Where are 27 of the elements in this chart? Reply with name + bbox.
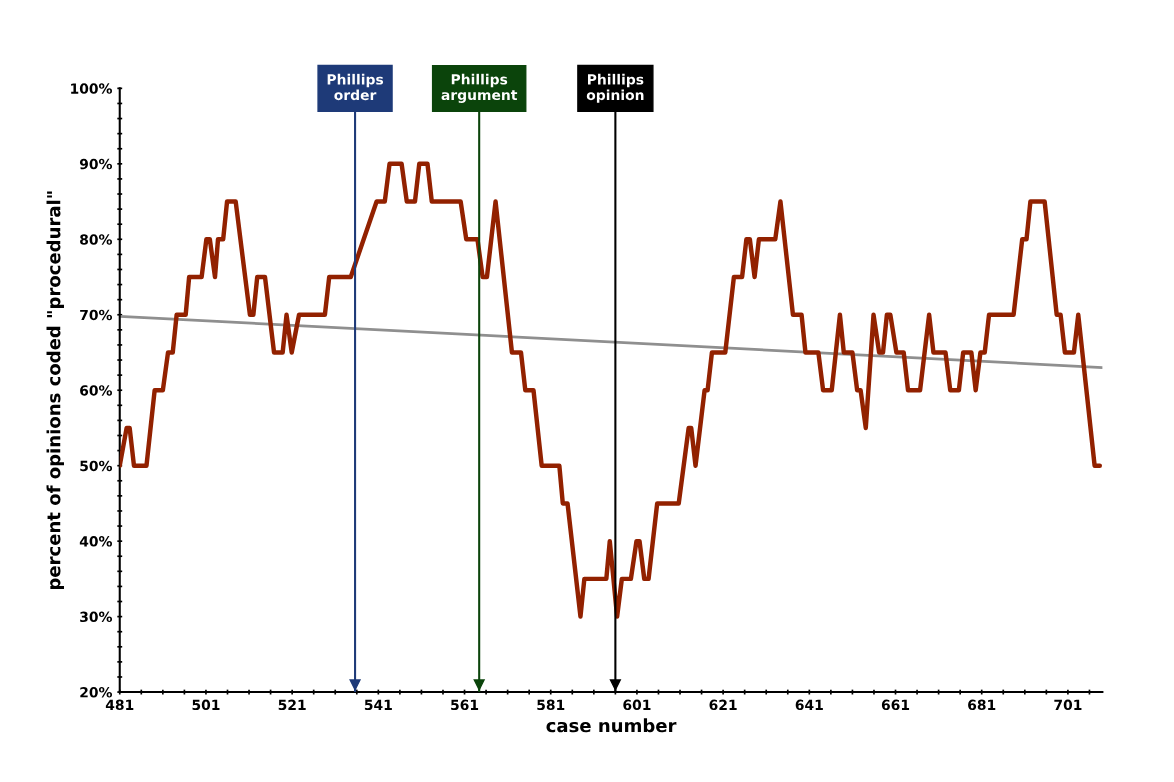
y-tick-label: 30% [80, 611, 113, 623]
y-axis-title: percent of opinions coded "procedural" [46, 191, 64, 590]
y-tick-label: 20% [80, 687, 113, 698]
ref-line-label: Phillips order [327, 73, 384, 101]
y-tick-label: 80% [80, 234, 113, 245]
x-tick-label: 641 [795, 699, 823, 711]
x-tick-label: 701 [1054, 699, 1082, 711]
y-tick-label: 50% [80, 460, 113, 472]
x-tick-label: 521 [278, 699, 306, 711]
ref-line-label: Phillips argument [441, 73, 518, 103]
x-axis-title: case number [546, 718, 677, 733]
line-series [119, 161, 1103, 619]
y-tick-label: 70% [80, 309, 113, 321]
ref-line-label: Phillips opinion [586, 73, 644, 103]
x-tick-label: 621 [709, 699, 737, 711]
x-tick-label: 481 [105, 699, 134, 711]
x-tick-label: 561 [451, 699, 479, 711]
x-tick-label: 541 [364, 699, 392, 711]
x-tick-label: 581 [537, 699, 565, 711]
x-tick-label: 661 [881, 699, 910, 711]
y-tick-label: 100% [71, 83, 113, 94]
x-tick-label: 681 [968, 699, 996, 711]
y-tick-label: 40% [79, 536, 113, 547]
y-tick-label: 60% [80, 385, 113, 396]
x-tick-label: 601 [623, 699, 651, 711]
y-tick-label: 90% [79, 158, 113, 170]
x-tick-label: 501 [192, 699, 220, 711]
